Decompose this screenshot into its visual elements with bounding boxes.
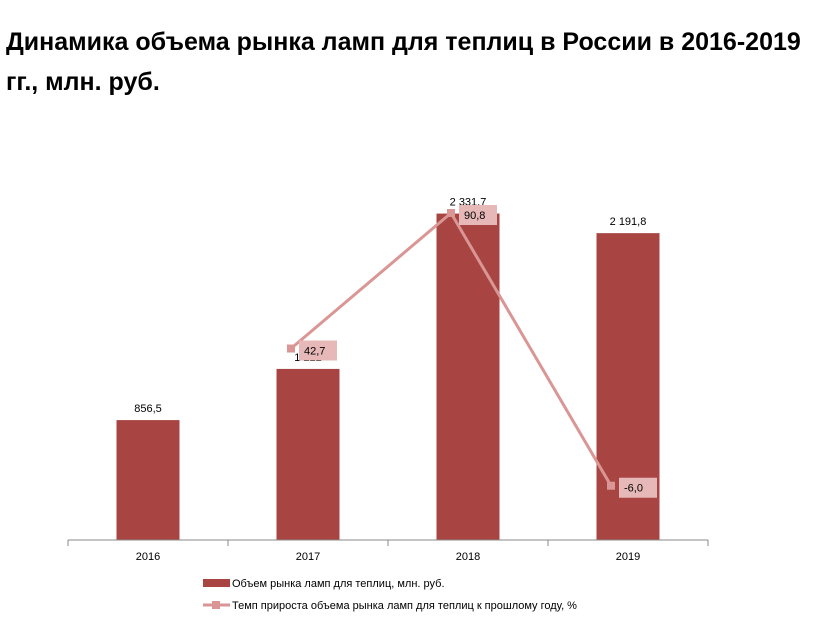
x-tick-label-2018: 2018	[456, 551, 480, 563]
line-point-2017	[287, 344, 295, 353]
bar-2017	[276, 368, 340, 540]
chart-title: Динамика объема рынка ламп для теплиц в …	[6, 28, 801, 96]
line-label-2017: 42,7	[304, 346, 325, 358]
legend-bar-label: Объем рынка ламп для теплиц, млн. руб.	[232, 578, 445, 590]
line-label-2018: 90,8	[464, 210, 485, 222]
line-point-2018	[447, 209, 455, 217]
line-label-2019: -6,0	[624, 483, 643, 495]
legend: Объем рынка ламп для теплиц, млн. руб. Те…	[203, 578, 577, 612]
bar-2016	[116, 420, 180, 540]
bar-2018	[436, 213, 500, 540]
bars-layer	[116, 213, 660, 540]
line-label-box-2017	[299, 340, 337, 361]
line-label-box-2018	[459, 205, 497, 225]
x-tick-label-2017: 2017	[296, 551, 320, 563]
legend-line-label: Темп прироста объема рынка ламп для тепл…	[232, 600, 577, 612]
bar-labels-layer: 856,51 2222 331,72 191,8	[134, 197, 646, 416]
line-layer	[287, 209, 615, 490]
bar-label-2016: 856,5	[134, 403, 162, 415]
legend-bar-swatch	[203, 579, 230, 587]
line-labels-layer: 42,7 90,8 -6,0	[299, 205, 657, 498]
legend-line-marker	[212, 601, 220, 609]
x-tick-label-2016: 2016	[136, 551, 160, 563]
x-tick-label-2019: 2019	[616, 551, 640, 563]
x-ticks-layer: 2016 2017 2018 2019	[67, 540, 709, 563]
line-point-2019	[607, 481, 615, 490]
line-label-box-2019	[619, 477, 657, 498]
bar-label-2019: 2 191,8	[610, 216, 647, 228]
